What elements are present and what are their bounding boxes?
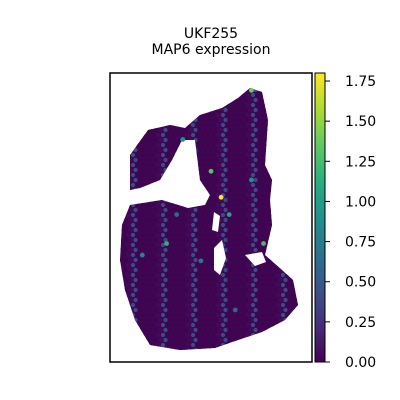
expressed-spot bbox=[249, 87, 254, 93]
expressed-spot bbox=[180, 137, 186, 142]
colorbar-ticks: 0.00 0.25 0.50 0.75 1.00 1.25 1.50 1.75 bbox=[325, 74, 376, 371]
expressed-spot bbox=[218, 194, 224, 200]
expressed-spot bbox=[249, 177, 254, 183]
expressed-spot bbox=[226, 212, 232, 218]
colorbar-tick-label: 0.50 bbox=[345, 275, 376, 291]
expressed-spot bbox=[208, 168, 214, 174]
colorbar-tick-label: 1.25 bbox=[345, 154, 376, 170]
colorbar-tick-label: 0.75 bbox=[345, 235, 376, 251]
colorbar-tick-label: 0.25 bbox=[345, 315, 376, 331]
expressed-spot bbox=[174, 212, 180, 218]
tissue-gaps bbox=[212, 212, 266, 275]
colorbar-tick-label: 1.50 bbox=[345, 114, 376, 130]
colorbar-tick-label: 1.00 bbox=[345, 194, 376, 210]
expressed-spot bbox=[232, 307, 238, 313]
colorbar bbox=[314, 72, 326, 363]
colorbar-tick-label: 1.75 bbox=[345, 74, 376, 90]
expressed-spot bbox=[198, 258, 204, 264]
chart-title-line-1: UKF255 bbox=[183, 26, 239, 42]
expressed-spot bbox=[164, 241, 169, 246]
expressed-spot bbox=[139, 252, 145, 258]
chart-title-line-2: MAP6 expression bbox=[151, 42, 271, 58]
expressed-spots bbox=[139, 87, 266, 313]
expressed-spot bbox=[261, 241, 266, 246]
colorbar-tick-label: 0.00 bbox=[345, 355, 376, 371]
